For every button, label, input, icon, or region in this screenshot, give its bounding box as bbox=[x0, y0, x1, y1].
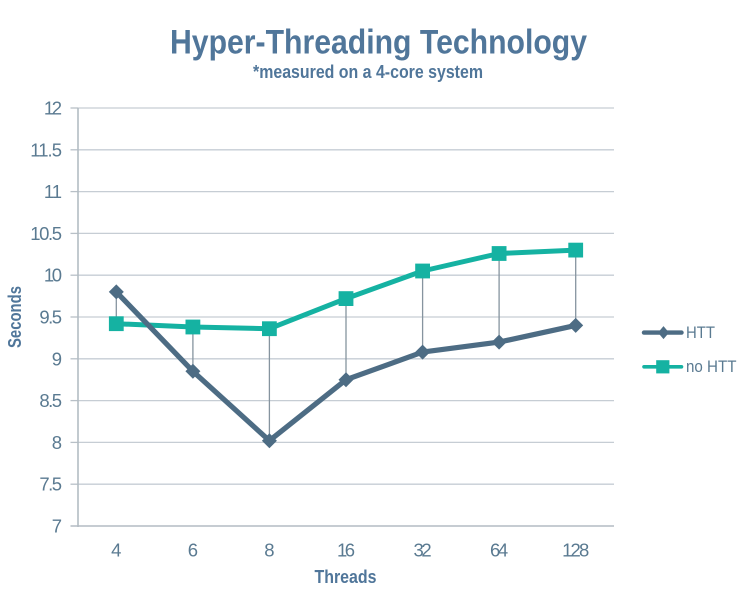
svg-text:8: 8 bbox=[52, 432, 62, 453]
svg-text:HTT: HTT bbox=[686, 324, 715, 342]
svg-text:9.5: 9.5 bbox=[39, 307, 62, 328]
svg-text:10.5: 10.5 bbox=[30, 223, 62, 244]
svg-text:16: 16 bbox=[337, 540, 355, 561]
svg-text:no HTT: no HTT bbox=[686, 358, 737, 376]
svg-text:8: 8 bbox=[264, 540, 274, 561]
svg-text:Hyper-Threading Technology: Hyper-Threading Technology bbox=[170, 24, 587, 62]
svg-text:6: 6 bbox=[188, 540, 198, 561]
svg-text:64: 64 bbox=[490, 540, 508, 561]
svg-text:7.5: 7.5 bbox=[39, 474, 62, 495]
svg-text:32: 32 bbox=[414, 540, 432, 561]
svg-text:Threads: Threads bbox=[315, 567, 377, 587]
svg-text:11: 11 bbox=[44, 181, 62, 202]
svg-text:Seconds: Seconds bbox=[5, 286, 25, 348]
svg-text:128: 128 bbox=[562, 540, 589, 561]
svg-text:*measured on a 4-core system: *measured on a 4-core system bbox=[253, 61, 483, 82]
svg-text:7: 7 bbox=[52, 516, 62, 537]
svg-text:12: 12 bbox=[44, 98, 62, 119]
svg-text:4: 4 bbox=[111, 540, 121, 561]
svg-text:11.5: 11.5 bbox=[30, 139, 62, 160]
svg-text:10: 10 bbox=[44, 265, 62, 286]
svg-text:8.5: 8.5 bbox=[39, 390, 62, 411]
svg-text:9: 9 bbox=[52, 348, 62, 369]
